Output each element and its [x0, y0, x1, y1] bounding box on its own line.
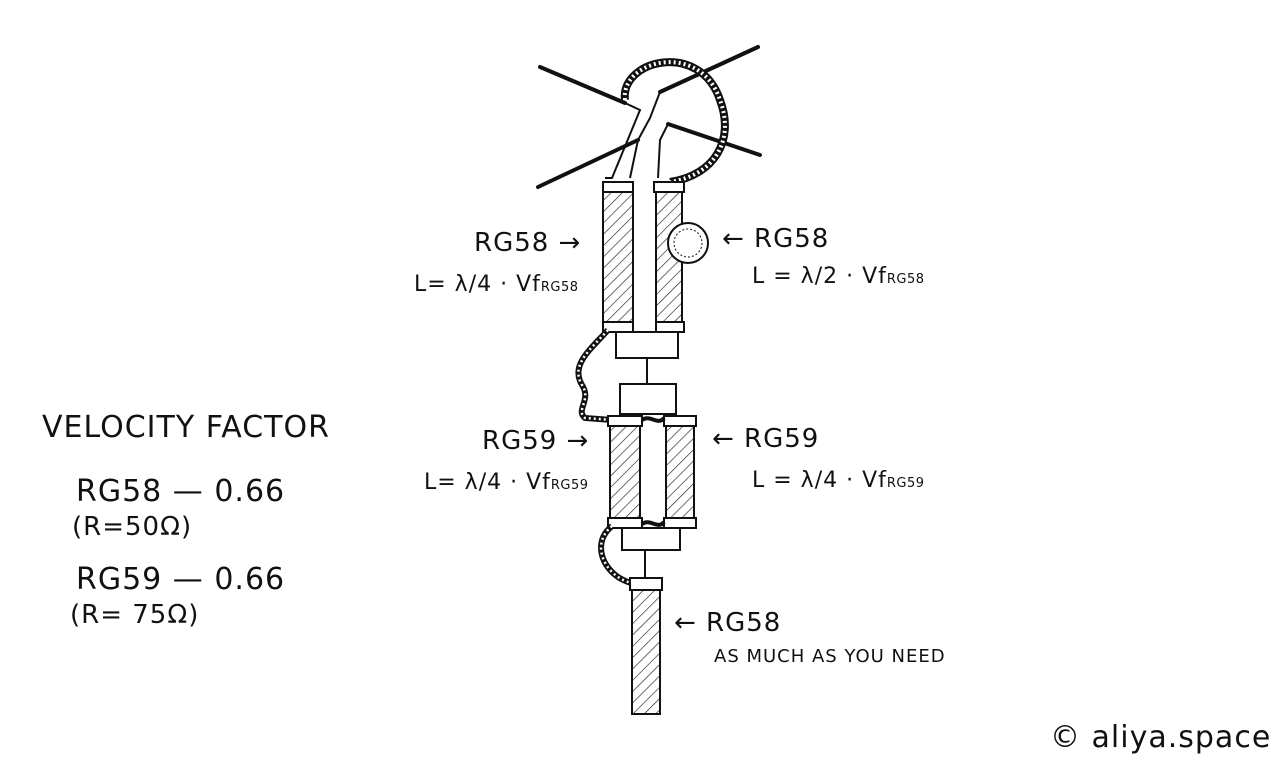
upper-right-coax [653, 181, 709, 333]
top-right-formula-main: L = λ/2 · Vf [752, 264, 887, 289]
velocity-rg59-line: RG59 — 0.66 [76, 562, 286, 597]
top-left-cable-label: RG58 → [474, 228, 582, 258]
top-right-cable-label: ← RG58 [722, 224, 830, 254]
mid-right-cable-label: ← RG59 [712, 424, 820, 454]
mid-left-formula: L= λ/4 · VfRG59 [424, 470, 589, 495]
top-left-formula-main: L= λ/4 · Vf [414, 272, 541, 297]
mid-left-cable-label: RG59 → [482, 426, 590, 456]
upper-junction [615, 331, 679, 359]
mid-right-formula-sub: RG59 [886, 476, 925, 491]
feed-note: AS MUCH AS YOU NEED [714, 646, 946, 667]
braid-wiggle-upper [575, 327, 613, 423]
top-right-formula-sub: RG58 [886, 272, 925, 287]
mid-right-formula-main: L = λ/4 · Vf [752, 468, 887, 493]
velocity-rg58-impedance: (R=50Ω) [72, 512, 193, 542]
velocity-title: VELOCITY FACTOR [42, 410, 330, 445]
velocity-rg59-impedance: (R= 75Ω) [70, 600, 200, 630]
top-left-formula-sub: RG58 [540, 280, 579, 295]
mid-right-formula: L = λ/4 · VfRG59 [752, 468, 925, 493]
middle-right-coax [663, 415, 697, 529]
credit: © aliya.space [1050, 720, 1272, 755]
velocity-rg58-line: RG58 — 0.66 [76, 474, 286, 509]
dipole-elements [536, 45, 762, 189]
feed-coax [629, 577, 663, 715]
lower-junction-top [619, 383, 677, 415]
top-right-formula: L = λ/2 · VfRG58 [752, 264, 925, 289]
feed-cable-label: ← RG58 [674, 608, 782, 638]
upper-left-coax [602, 181, 634, 333]
mid-left-formula-main: L= λ/4 · Vf [424, 470, 551, 495]
middle-left-coax [607, 415, 643, 529]
lower-junction [621, 527, 681, 551]
mid-left-formula-sub: RG59 [550, 478, 589, 493]
feed-stubs [605, 91, 669, 179]
top-left-formula: L= λ/4 · VfRG58 [414, 272, 579, 297]
